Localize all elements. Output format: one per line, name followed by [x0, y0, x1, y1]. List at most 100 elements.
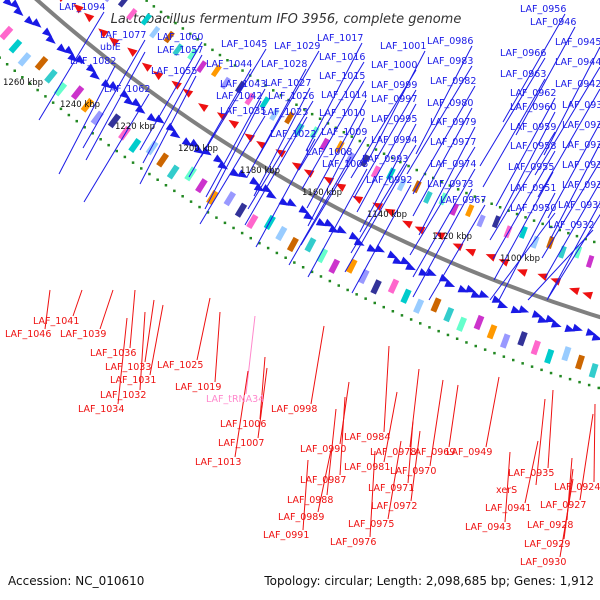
forward-gene-arrow [189, 138, 200, 148]
gc-dot [366, 144, 370, 147]
forward-gene-arrow [181, 137, 193, 147]
gc-dot [189, 32, 192, 36]
forward-gene-arrow [510, 305, 522, 314]
gc-dot [226, 59, 229, 62]
gc-dot [293, 261, 296, 264]
gc-dot [223, 221, 227, 225]
cog-category-block [53, 81, 68, 97]
gc-dot [156, 178, 159, 181]
gene-label-reverse: LAF_0988 [287, 495, 333, 506]
topology-text: Topology: circular; Length: 2,098,685 bp… [263, 574, 594, 588]
cog-category-block [370, 279, 382, 295]
leader-line-forward [247, 100, 314, 210]
gc-dot [91, 132, 94, 135]
reverse-gene-arrow [291, 162, 303, 171]
leader-line-forward [256, 50, 320, 160]
scale-tick-label: 1100 kbp [500, 254, 540, 264]
gene-label-reverse: LAF_1041 [33, 316, 79, 327]
gene-label-forward: LAF_0937 [562, 140, 600, 151]
cog-category-block [172, 43, 184, 56]
gene-label-forward: LAF_1017 [317, 33, 363, 44]
forward-gene-arrow [108, 80, 119, 91]
gene-label-forward: LAF_1055 [151, 66, 197, 77]
gc-dot [549, 225, 553, 229]
cog-category-block [558, 245, 567, 259]
leader-line-forward [409, 146, 476, 256]
cog-category-block [44, 68, 58, 84]
gc-dot [558, 228, 561, 232]
gene-label-forward: LAF_1082 [70, 56, 116, 67]
gc-dot [400, 314, 404, 317]
cog-category-block [316, 248, 329, 264]
leader-line-forward [350, 69, 417, 179]
leader-line-forward [412, 188, 473, 298]
gc-dot [44, 95, 47, 98]
forward-gene-arrow [169, 129, 181, 139]
leader-line-forward [418, 126, 476, 236]
cog-category-block [304, 237, 317, 253]
forward-gene-arrow [572, 323, 583, 332]
gene-label-reverse: LAF_1046 [5, 329, 51, 340]
cog-category-block [449, 202, 460, 216]
leader-line-forward [489, 212, 556, 301]
cog-category-block [430, 297, 442, 313]
gene-label-reverse: LAF_1013 [195, 457, 241, 468]
gc-dot [541, 222, 544, 226]
cog-category-block [530, 340, 541, 356]
gene-label-reverse: LAF_1039 [60, 329, 106, 340]
reverse-gene-arrow [198, 103, 209, 113]
leader-line-reverse [302, 459, 309, 531]
gc-dot [196, 38, 199, 41]
leader-line-reverse [383, 391, 398, 463]
reverse-gene-arrow [550, 278, 562, 286]
gc-dot [59, 107, 63, 111]
leader-line-reverse [149, 304, 164, 376]
gc-dot [167, 16, 170, 19]
leader-line-forward [205, 88, 266, 198]
cog-category-block [491, 215, 501, 229]
cog-category-block [80, 97, 94, 113]
gene-label-forward: LAF_1008 [306, 147, 352, 158]
gc-dot [319, 275, 323, 278]
forward-gene-arrow [478, 290, 490, 298]
gc-dot [465, 191, 468, 195]
gc-dot [502, 355, 506, 358]
gc-dot [382, 305, 385, 309]
leader-line-forward [353, 89, 417, 199]
gc-dot [373, 301, 376, 305]
reverse-gene-arrow [152, 70, 164, 81]
leader-line-reverse [245, 315, 256, 395]
leader-line-reverse [410, 430, 421, 502]
cog-category-block [486, 324, 498, 340]
gene-label-reverse: LAF_0929 [524, 539, 570, 550]
leader-line-reverse [339, 396, 346, 476]
leader-line-reverse [504, 451, 511, 523]
forward-gene-arrow [470, 290, 482, 298]
forward-gene-arrow [491, 295, 503, 303]
cog-category-block [413, 298, 425, 314]
leader-line-reverse [579, 413, 594, 501]
gc-dot [303, 108, 306, 111]
gc-dot [568, 377, 572, 381]
gene-label-forward: LAF_1001 [380, 41, 426, 52]
leader-line-reverse [429, 379, 444, 467]
gc-dot [115, 149, 118, 153]
gene-label-forward: LAF_1009 [321, 127, 367, 138]
gene-label-forward: LAF_0999 [371, 80, 417, 91]
gene-label-forward: LAF_1094 [59, 2, 105, 13]
forward-gene-arrow [42, 27, 53, 38]
cog-category-block [286, 236, 299, 253]
gc-dot [391, 310, 395, 313]
gc-dot [266, 246, 270, 250]
gc-dot [512, 358, 515, 362]
gc-dot [328, 279, 332, 283]
forward-gene-arrow [119, 89, 131, 99]
scale-tick-label: 1200 kbp [178, 144, 218, 154]
gene-label-forward: LAF_1060 [157, 32, 203, 43]
gene-label-forward: LAF_1035 [220, 106, 266, 117]
forward-gene-arrow [266, 190, 277, 199]
reverse-gene-arrow [402, 220, 413, 229]
cog-category-block [166, 164, 180, 180]
